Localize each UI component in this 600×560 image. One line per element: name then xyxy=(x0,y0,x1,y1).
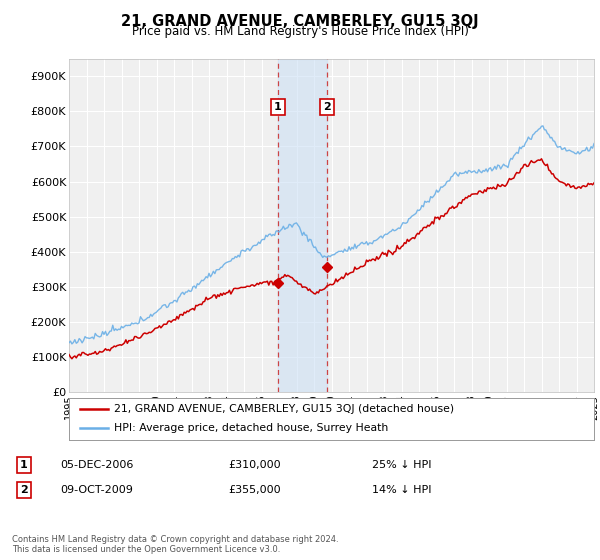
Text: 09-OCT-2009: 09-OCT-2009 xyxy=(60,485,133,495)
Text: 21, GRAND AVENUE, CAMBERLEY, GU15 3QJ: 21, GRAND AVENUE, CAMBERLEY, GU15 3QJ xyxy=(121,14,479,29)
Text: Price paid vs. HM Land Registry's House Price Index (HPI): Price paid vs. HM Land Registry's House … xyxy=(131,25,469,38)
Text: 05-DEC-2006: 05-DEC-2006 xyxy=(60,460,133,470)
Text: 25% ↓ HPI: 25% ↓ HPI xyxy=(372,460,431,470)
Text: 1: 1 xyxy=(274,102,281,112)
Text: £355,000: £355,000 xyxy=(228,485,281,495)
Text: 1: 1 xyxy=(20,460,28,470)
Text: Contains HM Land Registry data © Crown copyright and database right 2024.
This d: Contains HM Land Registry data © Crown c… xyxy=(12,535,338,554)
Text: 21, GRAND AVENUE, CAMBERLEY, GU15 3QJ (detached house): 21, GRAND AVENUE, CAMBERLEY, GU15 3QJ (d… xyxy=(113,404,454,414)
Text: 2: 2 xyxy=(20,485,28,495)
Text: £310,000: £310,000 xyxy=(228,460,281,470)
Text: 2: 2 xyxy=(323,102,331,112)
Text: 14% ↓ HPI: 14% ↓ HPI xyxy=(372,485,431,495)
Text: HPI: Average price, detached house, Surrey Heath: HPI: Average price, detached house, Surr… xyxy=(113,423,388,433)
Bar xyxy=(278,59,328,392)
